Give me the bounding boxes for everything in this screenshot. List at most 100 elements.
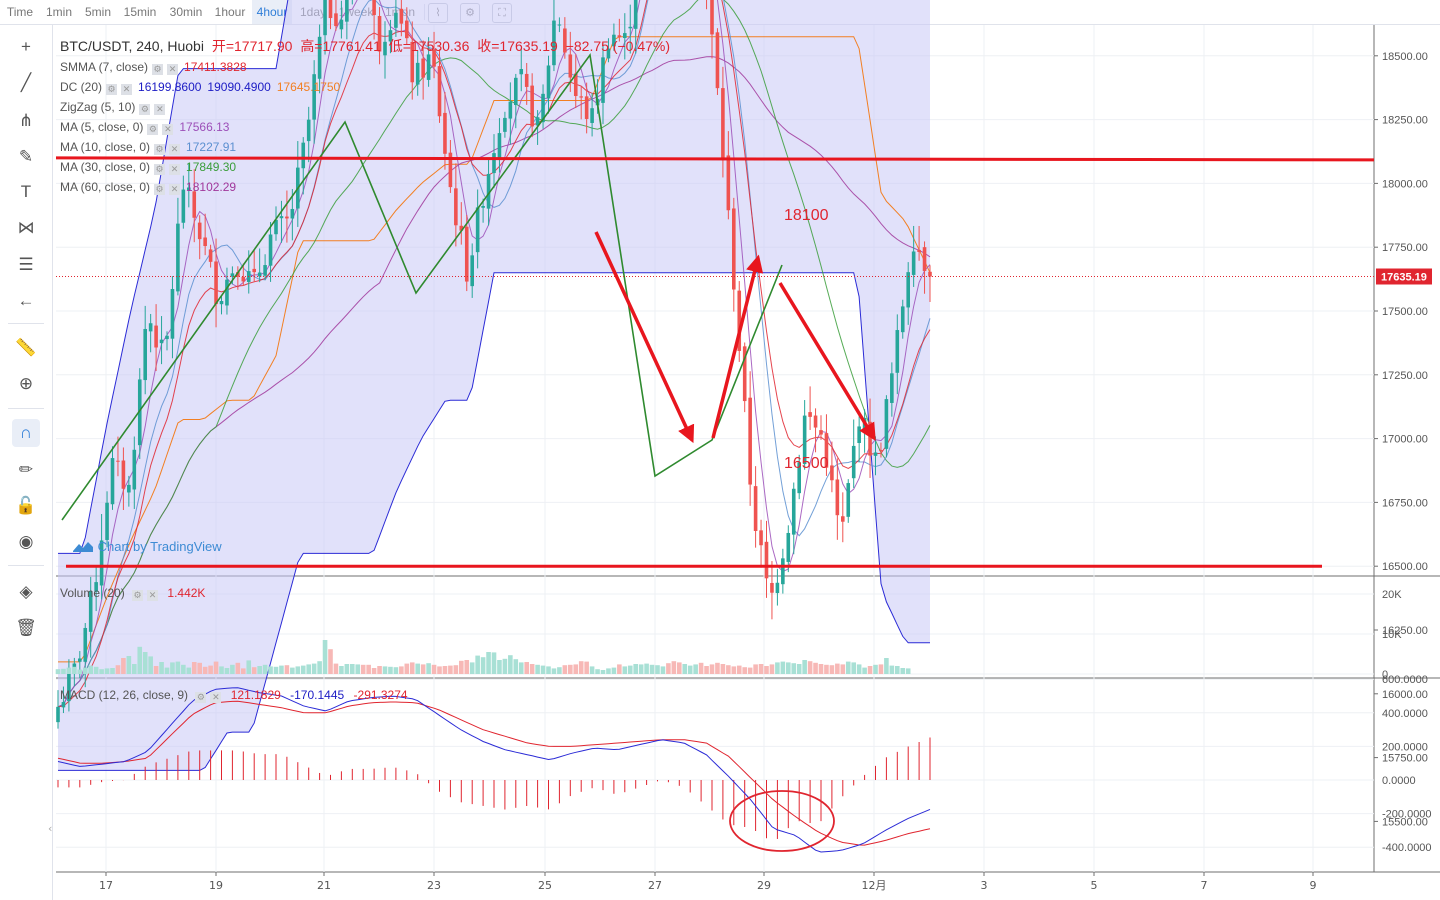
high-value: 高=17761.41	[300, 38, 381, 54]
volume-bar	[649, 664, 655, 674]
candle-body	[170, 289, 175, 339]
settings-icon[interactable]: ⚙	[154, 164, 166, 175]
volume-bar	[611, 667, 617, 674]
indicator-label[interactable]: MA (10, close, 0)	[60, 140, 151, 154]
candle-body	[895, 330, 900, 373]
volume-label[interactable]: Volume (20)	[60, 586, 125, 600]
tradingview-logo-icon	[73, 542, 93, 552]
interval-5min[interactable]: 5min	[84, 5, 111, 19]
time-axis-label: 27	[648, 879, 662, 892]
volume-bar	[262, 664, 268, 674]
candle-body	[726, 155, 731, 211]
candle-body	[301, 142, 306, 169]
candle-body	[557, 24, 562, 26]
indicator-label[interactable]: ZigZag (5, 10)	[60, 100, 136, 114]
settings-icon[interactable]: ⚙	[139, 104, 151, 115]
volume-bar	[464, 660, 470, 674]
layers-icon[interactable]: ◈	[19, 582, 33, 601]
volume-bar	[350, 664, 355, 674]
settings-icon[interactable]: ⚙	[154, 144, 166, 155]
tradingview-watermark[interactable]: Chart by TradingView	[72, 537, 222, 557]
candle-body	[143, 328, 147, 381]
pitchfork-icon[interactable]: ⋔	[18, 111, 34, 130]
interval-1hour[interactable]: 1hour	[214, 5, 246, 19]
settings-icon[interactable]: ⚙	[195, 692, 207, 703]
eye-icon[interactable]: ◉	[18, 532, 34, 551]
indicator-label[interactable]: SMMA (7, close)	[60, 60, 149, 74]
interval-30min[interactable]: 30min	[169, 5, 203, 19]
candle-body	[132, 449, 137, 490]
volume-bar	[644, 663, 649, 674]
candle-body	[568, 54, 573, 78]
time-axis-label: 12月	[862, 879, 887, 892]
lock-draw-icon[interactable]: ✏	[18, 460, 34, 479]
candle-body	[524, 73, 529, 87]
ruler-icon[interactable]: 📏	[15, 338, 37, 357]
close-icon[interactable]: ✕	[169, 164, 181, 175]
close-icon[interactable]: ✕	[169, 184, 181, 195]
interval-15min[interactable]: 15min	[123, 5, 157, 19]
volume-bar	[235, 662, 241, 674]
candle-body	[481, 206, 485, 208]
close-icon[interactable]: ✕	[154, 104, 166, 115]
settings-icon[interactable]: ⚙	[152, 64, 164, 75]
unlock-icon[interactable]: 🔓	[15, 496, 37, 515]
indicator-label[interactable]: MA (30, close, 0)	[60, 160, 151, 174]
candle-body	[421, 58, 425, 78]
settings-icon[interactable]: ⚙	[147, 124, 159, 135]
back-arrow-icon[interactable]: ←	[17, 291, 35, 310]
volume-bar	[578, 661, 584, 674]
volume-bar	[355, 664, 361, 674]
candle-body	[911, 251, 916, 275]
volume-bar	[709, 664, 715, 674]
macd-label[interactable]: MACD (12, 26, close, 9)	[60, 688, 189, 702]
interval-time[interactable]: Time	[6, 5, 34, 19]
symbol-name[interactable]: BTC/USDT, 240, Huobi	[60, 38, 204, 54]
scroll-left-icon: ‹	[48, 822, 52, 835]
price-axis-label: 17500.00	[1382, 306, 1428, 318]
price-axis-label: 16250.00	[1382, 625, 1428, 637]
volume-bar	[600, 670, 606, 674]
magnet-icon[interactable]: ∩	[12, 419, 40, 447]
indicator-label[interactable]: MA (5, close, 0)	[60, 120, 144, 134]
settings-icon[interactable]: ⚙	[106, 84, 118, 95]
indicator-value: 19090.4900	[207, 80, 271, 94]
volume-bar	[126, 656, 132, 674]
candle-body	[552, 20, 556, 66]
close-icon[interactable]: ✕	[169, 144, 181, 155]
volume-bar	[589, 666, 595, 674]
settings-icon[interactable]: ⚙	[154, 184, 166, 195]
time-axis-label: 25	[538, 879, 552, 892]
trendline-icon[interactable]: ╱	[20, 73, 32, 92]
candle-body	[819, 430, 823, 435]
candle-body	[312, 74, 316, 120]
crosshair-icon[interactable]: +	[21, 37, 31, 56]
trash-icon[interactable]: 🗑	[15, 618, 37, 637]
zoom-icon[interactable]: ⊕	[18, 374, 34, 393]
close-icon[interactable]: ✕	[162, 124, 174, 135]
volume-bar	[862, 667, 867, 674]
close-value: 收=17635.19	[477, 38, 558, 54]
volume-bar	[382, 666, 388, 674]
pattern-icon[interactable]: ⋈	[17, 218, 35, 237]
text-icon[interactable]: T	[20, 182, 32, 201]
close-icon[interactable]: ✕	[121, 84, 133, 95]
close-icon[interactable]: ✕	[210, 692, 222, 703]
indicator-label[interactable]: DC (20)	[60, 80, 103, 94]
settings-icon[interactable]: ⚙	[132, 590, 144, 601]
volume-bar	[508, 655, 513, 674]
price-axis-label: 17750.00	[1382, 242, 1428, 254]
candle-body	[802, 415, 807, 465]
macd-axis-label: 200.0000	[1382, 741, 1428, 753]
candle-body	[464, 226, 469, 282]
indicator-label[interactable]: MA (60, close, 0)	[60, 180, 151, 194]
volume-bar	[622, 666, 628, 674]
close-icon[interactable]: ✕	[167, 64, 179, 75]
candle-body	[584, 96, 589, 119]
zigzag-line	[61, 52, 783, 521]
brush-icon[interactable]: ✎	[18, 147, 34, 166]
close-icon[interactable]: ✕	[147, 590, 159, 601]
fib-icon[interactable]: ☰	[18, 255, 34, 274]
interval-1min[interactable]: 1min	[45, 5, 72, 19]
